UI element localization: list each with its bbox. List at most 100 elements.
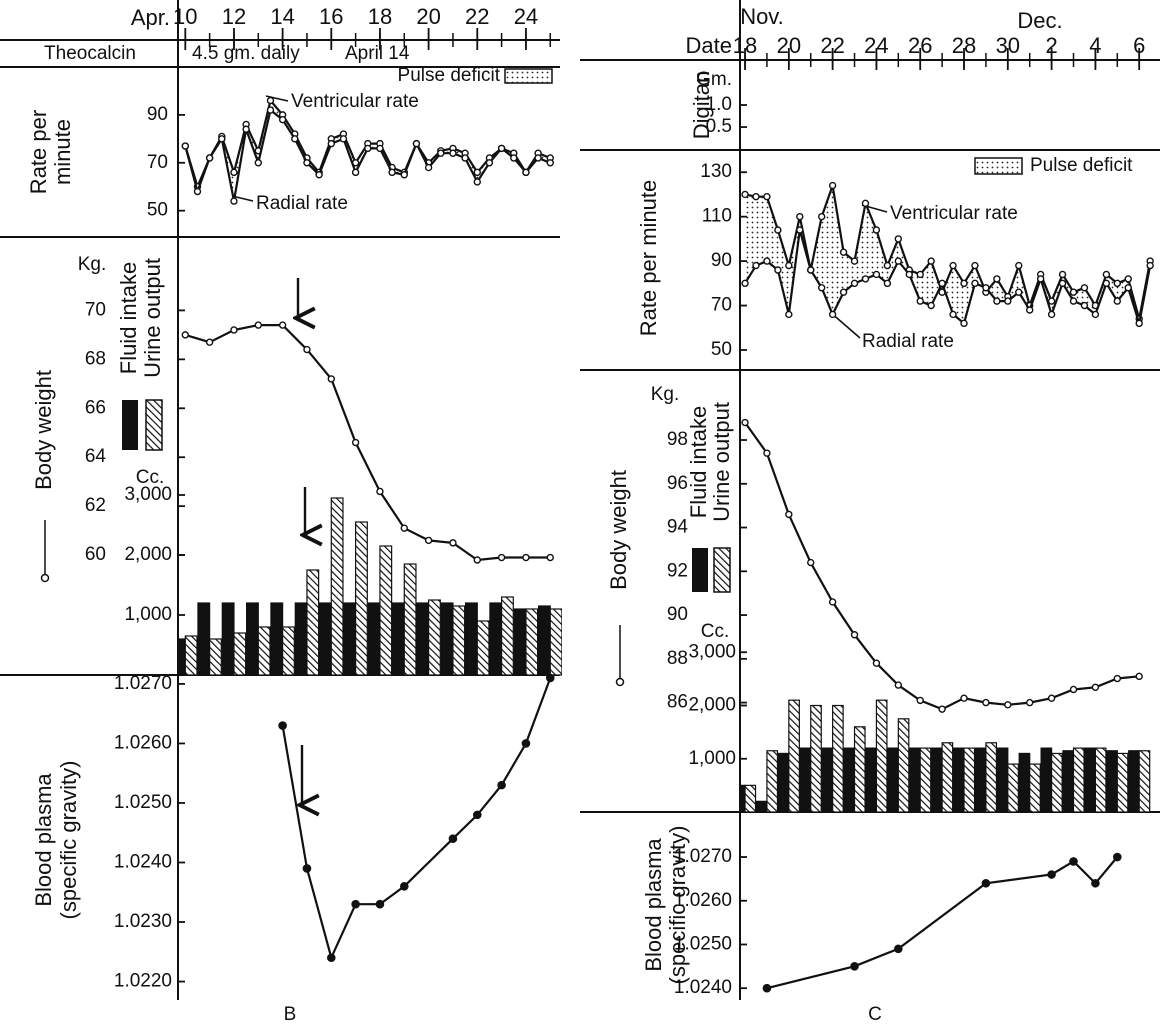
bar <box>1128 750 1140 813</box>
data-line <box>766 856 1119 990</box>
data-point <box>1004 701 1012 709</box>
data-point <box>828 310 837 319</box>
bar <box>974 747 987 813</box>
y-tick-label: 3,000 <box>688 641 736 662</box>
data-point <box>971 279 979 288</box>
data-point <box>1026 698 1034 707</box>
bar <box>257 626 271 676</box>
bar <box>832 704 844 813</box>
bar <box>270 602 284 676</box>
bar <box>788 699 800 813</box>
plot-area <box>740 181 1154 993</box>
chart-text: Body weight <box>31 370 56 490</box>
bar <box>319 602 332 676</box>
bar <box>843 747 856 813</box>
y-tick-label: 92 <box>667 560 688 581</box>
x-tick-label: 10 <box>173 4 197 29</box>
bar <box>440 602 454 676</box>
legend-symbols <box>40 68 1023 687</box>
bar <box>246 602 259 676</box>
x-tick-label: 12 <box>222 4 246 29</box>
data-point <box>497 144 506 153</box>
y-tick-label: 60 <box>85 544 106 565</box>
bar <box>865 747 878 813</box>
data-point <box>510 154 518 162</box>
y-tick-label: 90 <box>147 104 168 125</box>
data-point <box>938 279 946 288</box>
data-point <box>472 810 482 820</box>
data-point <box>883 261 892 270</box>
data-point <box>1102 279 1111 288</box>
data-point <box>449 149 457 157</box>
data-point <box>872 226 881 234</box>
bar <box>221 602 235 676</box>
bar <box>367 602 381 676</box>
y-tick-label: 1.0270 <box>674 846 732 867</box>
chart-text: Date <box>686 33 732 58</box>
data-point <box>473 178 481 186</box>
data-line <box>184 324 551 562</box>
data-point <box>1091 310 1100 319</box>
bar <box>909 747 921 813</box>
bar <box>379 545 393 676</box>
bar <box>985 742 998 813</box>
data-point <box>230 197 238 205</box>
data-point <box>1047 870 1056 879</box>
bar <box>1084 747 1097 813</box>
y-tick-label: 1.0240 <box>674 977 732 998</box>
x-tick-label: 16 <box>319 4 343 29</box>
data-point <box>1015 288 1023 296</box>
data-point <box>291 135 299 143</box>
data-point <box>1124 275 1132 283</box>
data-point <box>894 235 903 243</box>
x-tick-label: 24 <box>514 4 538 29</box>
bar <box>1138 750 1151 813</box>
data-point <box>741 418 749 427</box>
data-point <box>796 226 804 234</box>
chart-text: Blood plasma <box>31 773 56 907</box>
data-point <box>315 171 323 179</box>
chart-text: Fluid intake <box>116 262 141 375</box>
data-point <box>982 698 990 707</box>
chart-text: Dec. <box>1017 8 1062 33</box>
bar <box>392 602 405 676</box>
bar <box>178 638 186 676</box>
data-point <box>741 190 749 199</box>
data-point <box>497 780 506 790</box>
y-tick-label: 90 <box>667 604 688 625</box>
y-tick-label: 90 <box>711 250 732 271</box>
data-point <box>839 288 848 296</box>
data-point <box>1015 261 1023 270</box>
data-point <box>485 159 494 167</box>
data-point <box>850 631 859 639</box>
y-tick-label: 70 <box>711 295 732 316</box>
bar <box>513 608 527 676</box>
data-point <box>266 96 275 105</box>
data-point <box>872 659 881 667</box>
chart-text: Body weight <box>606 470 631 590</box>
data-point <box>339 135 348 143</box>
bar <box>1062 750 1075 813</box>
data-point <box>205 154 214 162</box>
x-tick-label: 18 <box>368 4 392 29</box>
data-point <box>181 331 189 339</box>
chart-text: Radial rate <box>256 193 348 214</box>
data-point <box>894 681 903 689</box>
data-point <box>230 326 238 334</box>
y-tick-label: 0.5 <box>706 116 732 137</box>
data-point <box>242 125 250 133</box>
bar <box>501 596 514 676</box>
bar <box>233 632 247 676</box>
panel-label: B <box>284 1004 297 1025</box>
data-point <box>473 168 481 177</box>
x-tick-label: 14 <box>270 4 294 29</box>
data-point <box>839 248 848 256</box>
bar <box>403 563 417 676</box>
chart-text: Rate per minute <box>636 180 661 337</box>
data-point <box>752 261 760 270</box>
data-point <box>327 375 335 383</box>
data-point <box>412 139 421 148</box>
data-point <box>302 864 312 873</box>
bar <box>1018 752 1031 813</box>
data-point <box>351 438 360 447</box>
